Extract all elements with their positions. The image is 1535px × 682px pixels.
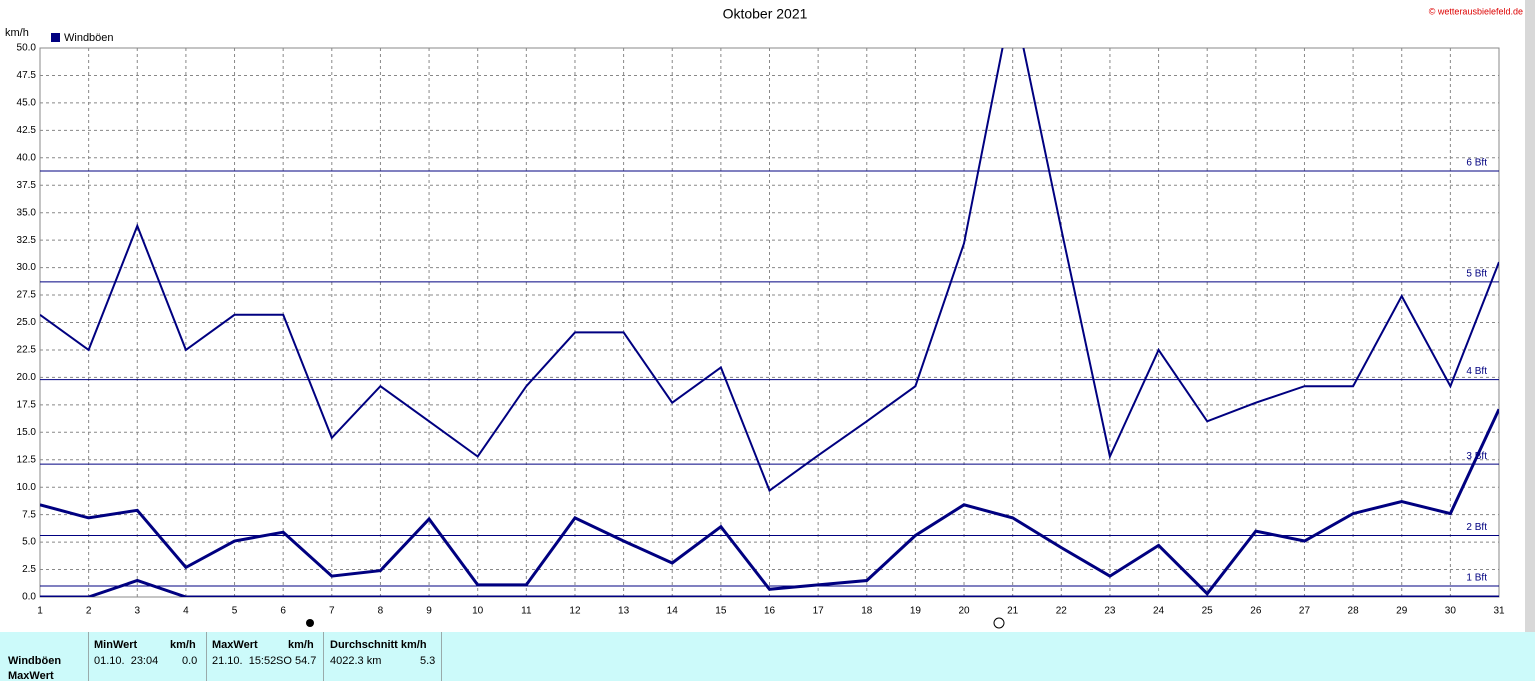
moon-full xyxy=(306,619,314,627)
y-tick-label: 35.0 xyxy=(17,207,37,218)
cell: SO 54.7 xyxy=(276,655,317,667)
x-tick-label: 7 xyxy=(329,606,335,617)
row-label: Windböen xyxy=(8,655,62,667)
x-tick-label: 28 xyxy=(1348,606,1360,617)
credit: © wetterausbielefeld.de xyxy=(1429,6,1523,16)
reference-label: 6 Bft xyxy=(1466,158,1487,169)
legend-label: Windböen xyxy=(64,32,114,44)
y-tick-label: 25.0 xyxy=(17,317,37,328)
cell: 5.3 xyxy=(420,655,436,667)
chart: Oktober 2021 km/h © wetterausbielefeld.d… xyxy=(5,0,1535,632)
y-tick-label: 20.0 xyxy=(17,372,37,383)
x-tick-label: 18 xyxy=(861,606,873,617)
x-tick-label: 16 xyxy=(764,606,776,617)
x-tick-label: 8 xyxy=(378,606,384,617)
cell: 21.10. 15:52 xyxy=(212,655,277,667)
x-tick-label: 19 xyxy=(910,606,922,617)
x-tick-label: 26 xyxy=(1250,606,1262,617)
header: MinWert xyxy=(94,639,138,651)
x-tick-label: 23 xyxy=(1104,606,1116,617)
x-tick-label: 27 xyxy=(1299,606,1311,617)
cell: 4022.3 km xyxy=(330,655,382,667)
x-tick-label: 20 xyxy=(958,606,970,617)
y-tick-label: 22.5 xyxy=(17,345,37,356)
reference-label: 1 Bft xyxy=(1466,573,1487,584)
moon-new xyxy=(993,617,1005,629)
y-tick-label: 10.0 xyxy=(17,482,37,493)
row-label: MaxWert xyxy=(8,670,54,682)
legend-swatch xyxy=(51,33,60,42)
y-axis-label: km/h xyxy=(5,27,29,39)
x-tick-label: 11 xyxy=(521,606,532,617)
x-tick-label: 29 xyxy=(1396,606,1408,617)
x-tick-label: 22 xyxy=(1056,606,1068,617)
y-tick-label: 17.5 xyxy=(17,399,37,410)
y-tick-label: 47.5 xyxy=(17,70,37,81)
x-tick-label: 14 xyxy=(667,606,679,617)
y-tick-label: 42.5 xyxy=(17,125,37,136)
x-tick-label: 21 xyxy=(1007,606,1019,617)
y-tick-label: 5.0 xyxy=(22,537,36,548)
x-tick-label: 6 xyxy=(280,606,286,617)
series-line xyxy=(40,48,1499,493)
x-tick-label: 13 xyxy=(618,606,630,617)
x-tick-label: 4 xyxy=(183,606,189,617)
reference-label: 5 Bft xyxy=(1466,269,1487,280)
x-tick-label: 12 xyxy=(569,606,581,617)
x-tick-label: 10 xyxy=(472,606,484,617)
y-tick-label: 7.5 xyxy=(22,509,36,520)
y-tick-label: 27.5 xyxy=(17,290,37,301)
x-tick-label: 31 xyxy=(1493,606,1505,617)
reference-label: 4 Bft xyxy=(1466,366,1487,377)
x-tick-label: 2 xyxy=(86,606,92,617)
x-tick-label: 30 xyxy=(1445,606,1457,617)
header: MaxWert xyxy=(212,639,258,651)
x-tick-label: 17 xyxy=(813,606,825,617)
header: km/h xyxy=(288,639,314,651)
y-tick-label: 30.0 xyxy=(17,262,37,273)
reference-label: 2 Bft xyxy=(1466,522,1487,533)
series-line xyxy=(40,408,1499,596)
chart-title: Oktober 2021 xyxy=(723,6,808,22)
y-tick-label: 0.0 xyxy=(22,592,36,603)
x-tick-label: 1 xyxy=(37,606,43,617)
stats-table: MinWert km/h MaxWert km/h Durchschnitt k… xyxy=(0,632,1535,682)
y-tick-label: 50.0 xyxy=(17,43,37,54)
x-tick-label: 3 xyxy=(134,606,140,617)
y-tick-label: 45.0 xyxy=(17,98,37,109)
y-tick-label: 12.5 xyxy=(17,454,37,465)
x-tick-label: 25 xyxy=(1202,606,1214,617)
window-edge xyxy=(1525,0,1535,632)
x-tick-label: 9 xyxy=(426,606,432,617)
y-tick-label: 2.5 xyxy=(22,564,36,575)
y-tick-label: 37.5 xyxy=(17,180,37,191)
y-tick-label: 32.5 xyxy=(17,235,37,246)
y-tick-label: 15.0 xyxy=(17,427,37,438)
header: Durchschnitt km/h xyxy=(330,639,427,651)
header: km/h xyxy=(170,639,196,651)
y-tick-label: 40.0 xyxy=(17,152,37,163)
x-tick-label: 5 xyxy=(232,606,238,617)
cell: 0.0 xyxy=(182,655,198,667)
cell: 01.10. 23:04 xyxy=(94,655,159,667)
x-tick-label: 15 xyxy=(715,606,727,617)
x-tick-label: 24 xyxy=(1153,606,1165,617)
